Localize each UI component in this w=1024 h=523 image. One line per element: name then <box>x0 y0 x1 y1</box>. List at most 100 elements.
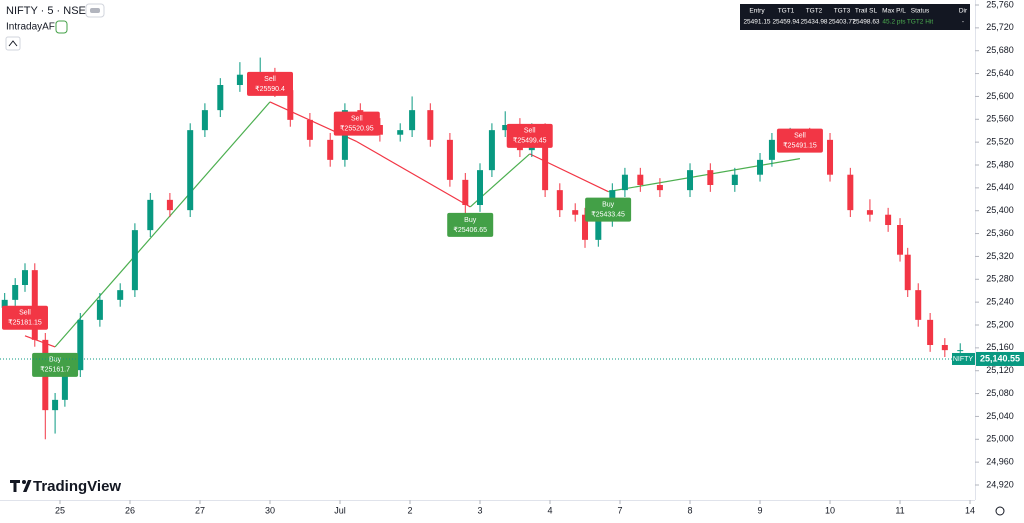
signal-price: ₹25181.15 <box>8 319 42 327</box>
y-tick-label: 25,760 <box>986 0 1014 9</box>
signal-type: Sell <box>524 128 536 135</box>
candle-body <box>61 370 68 400</box>
candle-body <box>731 174 738 185</box>
table-header: Entry <box>749 8 765 15</box>
candle-body <box>915 290 922 320</box>
candle-body <box>941 345 948 351</box>
candle-body <box>1 299 8 308</box>
signal-price: ₹25499.45 <box>513 137 547 145</box>
candle-body <box>572 210 579 215</box>
signal-price: ₹25433.45 <box>591 210 625 218</box>
candle-body <box>885 214 892 225</box>
table-cell: 45.2 pts <box>882 19 906 26</box>
signal-type: Buy <box>49 357 62 364</box>
x-tick-label: 7 <box>618 505 623 515</box>
signal-connector <box>54 101 271 348</box>
candle-body <box>147 199 154 231</box>
y-tick-label: 25,440 <box>986 182 1014 192</box>
indicator-name: IntradayAFL <box>6 22 61 33</box>
signal-connector <box>24 335 56 348</box>
y-tick-label: 25,520 <box>986 137 1014 147</box>
table-header: TGT2 <box>806 8 823 15</box>
y-tick-label: 25,720 <box>986 22 1014 32</box>
table-header: Status <box>911 8 930 15</box>
candle-body <box>409 110 416 131</box>
signal-type: Sell <box>264 76 276 83</box>
table-header: TGT3 <box>834 8 851 15</box>
logo-mark <box>10 480 32 492</box>
y-tick-label: 25,080 <box>986 388 1014 398</box>
signal-price: ₹25590.4 <box>255 85 285 93</box>
collapse-button[interactable] <box>5 36 21 51</box>
signal-box <box>585 197 632 222</box>
x-tick-label: Jul <box>334 505 346 515</box>
signal-price: ₹25161.7 <box>40 366 70 374</box>
signal-price: ₹25491.15 <box>783 141 817 149</box>
y-tick-label: 25,200 <box>986 319 1014 329</box>
candle-body <box>217 85 224 111</box>
candle-body <box>927 319 934 345</box>
candle-body <box>306 119 313 140</box>
candle-body <box>327 139 334 160</box>
signal-type: Sell <box>794 132 806 139</box>
candle-body <box>446 139 453 180</box>
table-cell: 25434.98 <box>800 19 827 26</box>
signal-type: Buy <box>602 201 615 208</box>
last-price-box <box>976 351 1024 366</box>
x-tick-label: 3 <box>478 505 483 515</box>
candle-body <box>12 285 19 300</box>
candle-body <box>656 185 663 191</box>
table-cell: 25498.63 <box>852 19 879 26</box>
table-header: TGT1 <box>778 8 795 15</box>
x-tick-label: 2 <box>407 505 412 515</box>
signal-box <box>776 128 823 153</box>
y-tick-label: 25,120 <box>986 365 1014 375</box>
signal-price: ₹25520.95 <box>340 124 374 132</box>
candle-body <box>542 130 549 191</box>
y-tick-label: 25,480 <box>986 159 1014 169</box>
candle-body <box>897 225 904 255</box>
candle-body <box>582 214 589 240</box>
settings-icon[interactable] <box>995 506 1005 516</box>
candle-body <box>52 399 59 411</box>
candle-body <box>117 290 124 300</box>
table-header: Max P/L <box>882 8 906 15</box>
y-tick-label: 25,600 <box>986 91 1014 101</box>
candle-body <box>187 130 194 211</box>
table-header: Trail SL <box>855 8 878 15</box>
candle-body <box>488 130 495 171</box>
y-tick-label: 25,280 <box>986 274 1014 284</box>
candle-body <box>201 110 208 131</box>
candle-body <box>637 174 644 185</box>
x-tick-label: 4 <box>548 505 553 515</box>
signal-box <box>506 123 553 148</box>
candle-body <box>757 159 764 175</box>
signal-type: Buy <box>464 217 477 224</box>
x-tick-label: 25 <box>55 505 65 515</box>
symbol-title: NIFTY · 5 · NSE <box>6 5 86 17</box>
table-cell: - <box>962 19 964 26</box>
candle-body <box>957 350 964 352</box>
candle-body <box>21 270 28 285</box>
y-tick-label: 25,680 <box>986 45 1014 55</box>
candle-body <box>96 299 103 320</box>
table-header: Dir <box>959 8 968 15</box>
logo-dot <box>22 480 26 484</box>
brand-name: TradingView <box>33 478 121 495</box>
last-price-name: NIFTY <box>953 356 974 363</box>
y-tick-label: 25,160 <box>986 342 1014 352</box>
candle-body <box>847 174 854 211</box>
y-tick-label: 24,960 <box>986 457 1014 467</box>
candle-body <box>287 90 294 120</box>
table-cell: 25491.15 <box>743 19 770 26</box>
signal-box <box>447 212 494 237</box>
indicator-icon[interactable] <box>55 20 68 34</box>
x-tick-label: 10 <box>825 505 835 515</box>
collapse-icon <box>8 40 18 47</box>
candle-body <box>768 139 775 160</box>
info-table <box>740 4 970 30</box>
candle-body <box>687 170 694 191</box>
signal-box <box>1 305 48 330</box>
candle-body <box>376 125 383 135</box>
